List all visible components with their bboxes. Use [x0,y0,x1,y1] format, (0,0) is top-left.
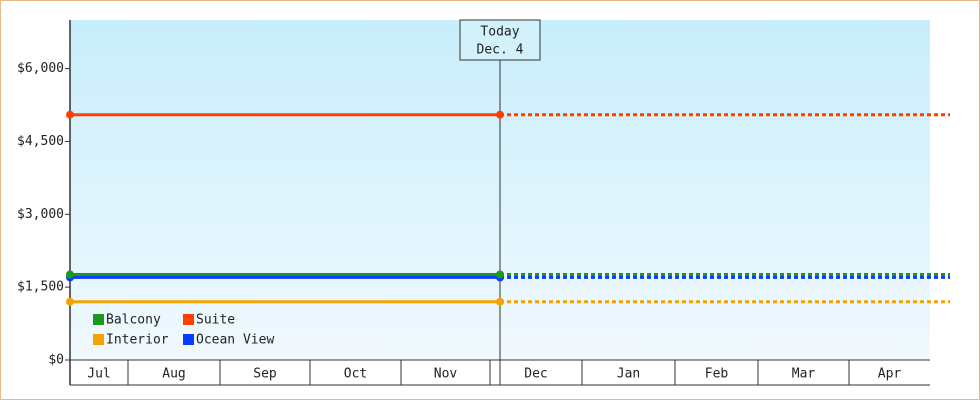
y-tick-label: $0 [48,353,64,368]
point [496,270,504,279]
x-tick-label: Jan [617,367,640,382]
legend-swatch [183,314,194,325]
legend-swatch [93,334,104,345]
today-date: Dec. 4 [477,43,524,58]
x-tick-label: Sep [253,367,277,382]
x-tick-label: Feb [705,367,729,382]
point [496,297,504,306]
legend-label: Suite [196,313,235,328]
legend-swatch [93,314,104,325]
today-box [459,19,541,61]
x-tick-label: Jul [87,367,110,382]
legend-label: Balcony [106,313,161,328]
y-tick-label: $6,000 [17,61,64,76]
x-tick-label: Aug [162,367,185,382]
point [496,110,504,119]
legend-swatch [183,334,194,345]
point [66,110,74,119]
x-tick-label: Apr [878,367,902,382]
point [66,297,74,306]
x-tick-label: Oct [344,367,367,382]
x-tick-label: Nov [434,367,458,382]
y-tick-label: $3,000 [17,207,64,222]
x-tick-label: Dec [524,367,547,382]
x-tick-label: Mar [792,367,816,382]
today-label: Today [480,25,519,40]
y-tick-label: $4,500 [17,134,64,149]
legend-label: Interior [106,333,169,348]
point [66,270,74,279]
y-tick-label: $1,500 [17,280,64,295]
legend-label: Ocean View [196,333,274,348]
